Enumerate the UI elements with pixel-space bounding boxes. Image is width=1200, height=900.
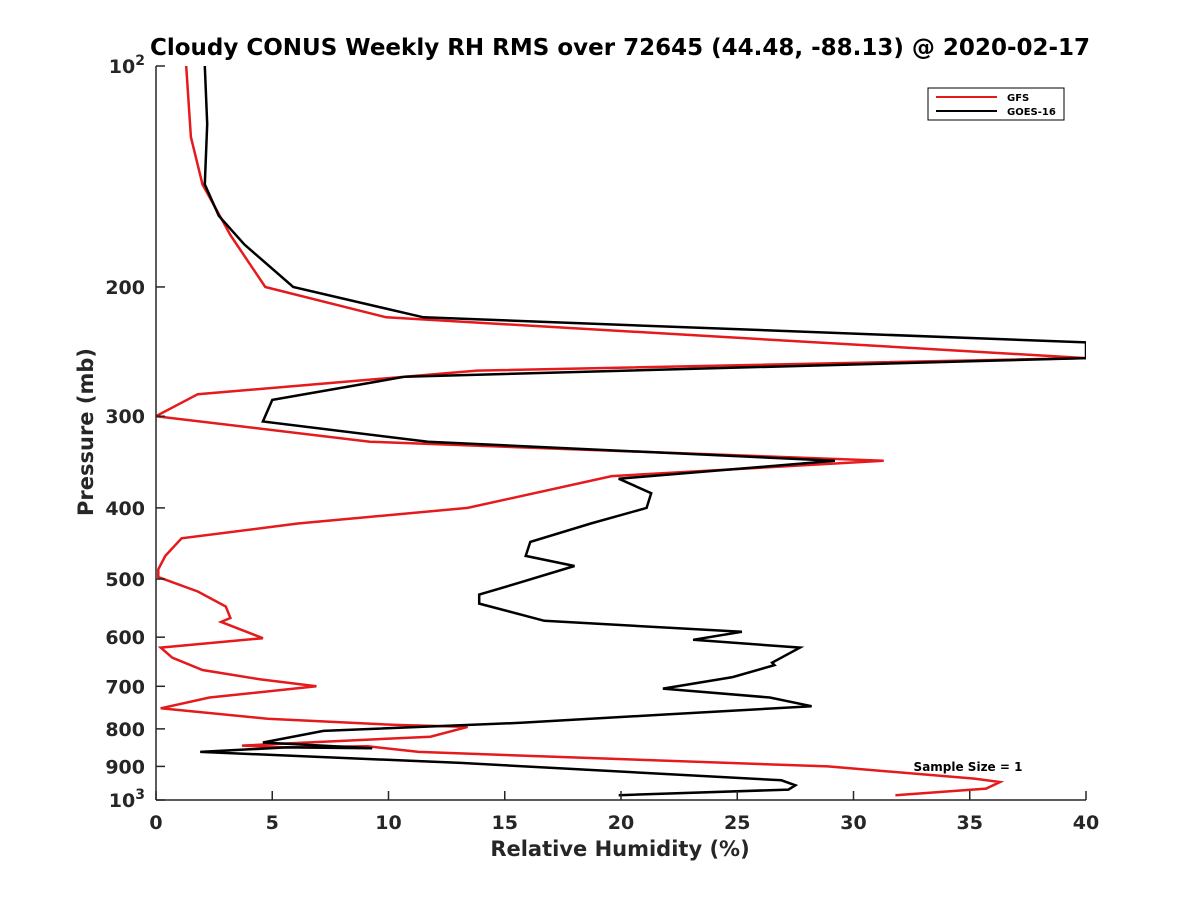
y-axis-label: Pressure (mb) xyxy=(74,348,98,516)
legend-label-gfs: GFS xyxy=(1007,93,1029,104)
x-axis-label: Relative Humidity (%) xyxy=(490,837,749,861)
legend-box xyxy=(927,87,1065,121)
legend-label-goes16: GOES-16 xyxy=(1007,107,1056,118)
x-tick-label: 0 xyxy=(149,812,162,834)
y-tick-label: 200 xyxy=(105,277,145,299)
x-tick-label: 30 xyxy=(840,812,866,834)
x-tick-label: 25 xyxy=(724,812,750,834)
series-line-goes16 xyxy=(200,66,1086,797)
x-tick-label: 20 xyxy=(608,812,634,834)
x-tick-label: 5 xyxy=(266,812,279,834)
x-tick-label: 40 xyxy=(1073,812,1099,834)
y-tick-label: 800 xyxy=(105,719,145,741)
y-tick-label: 400 xyxy=(105,498,145,520)
sample-size-annotation: Sample Size = 1 xyxy=(914,760,1023,774)
y-tick-label: 900 xyxy=(105,756,145,778)
y-tick-label: 700 xyxy=(105,676,145,698)
y-tick-label: 600 xyxy=(105,627,145,649)
y-tick-label: 102 xyxy=(109,53,145,78)
x-tick-label: 35 xyxy=(957,812,983,834)
x-tick-label: 15 xyxy=(492,812,518,834)
y-tick-label: 300 xyxy=(105,406,145,428)
x-tick-label: 10 xyxy=(375,812,401,834)
plot-area: 0 5 10 15 20 25 30 35 40 102 200 300 400 500 600 700 800… xyxy=(105,53,1099,834)
y-tick-label: 103 xyxy=(109,787,145,812)
legend: GFS GOES-16 xyxy=(927,87,1065,121)
y-tick-label: 500 xyxy=(105,569,145,591)
chart-title: Cloudy CONUS Weekly RH RMS over 72645 (4… xyxy=(150,35,1090,61)
